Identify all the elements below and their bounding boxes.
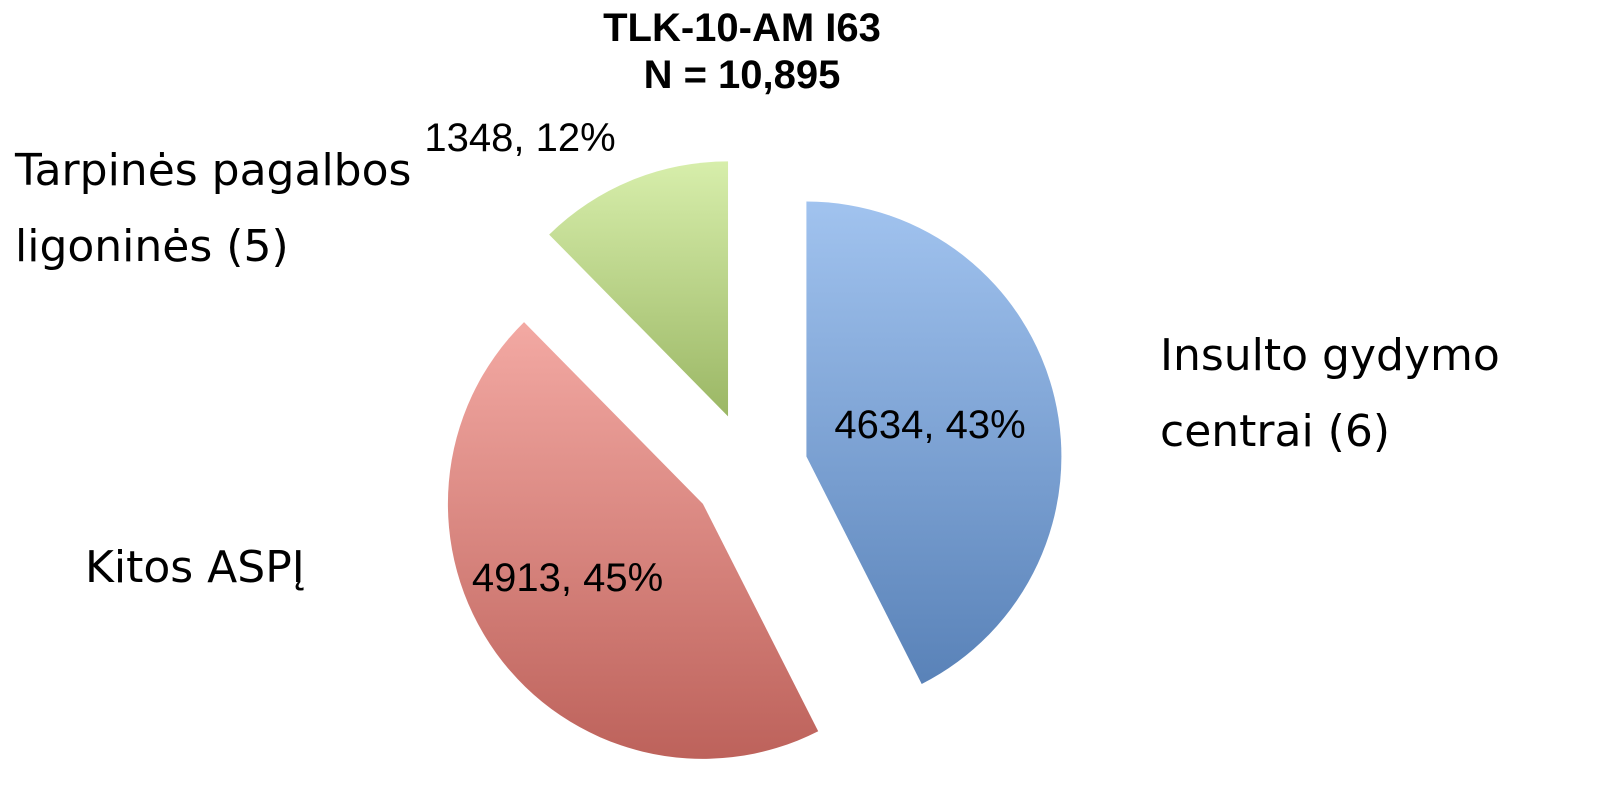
chart-subtitle: N = 10,895 xyxy=(643,53,841,97)
category-label: Insulto gydymo centrai (6) xyxy=(1160,330,1500,457)
data-label: 4913, 45% xyxy=(471,556,664,600)
data-label: 4634, 43% xyxy=(834,403,1026,447)
category-label: Tarpinės pagalbos ligoninės (5) xyxy=(15,145,412,272)
data-label: 1348, 12% xyxy=(424,116,616,160)
pie-slice xyxy=(447,322,819,759)
chart-title: TLK-10-AM I63 xyxy=(603,6,881,50)
pie-slice xyxy=(806,201,1062,684)
pie-slice xyxy=(549,161,729,417)
category-label: Kitos ASPĮ xyxy=(85,542,305,593)
